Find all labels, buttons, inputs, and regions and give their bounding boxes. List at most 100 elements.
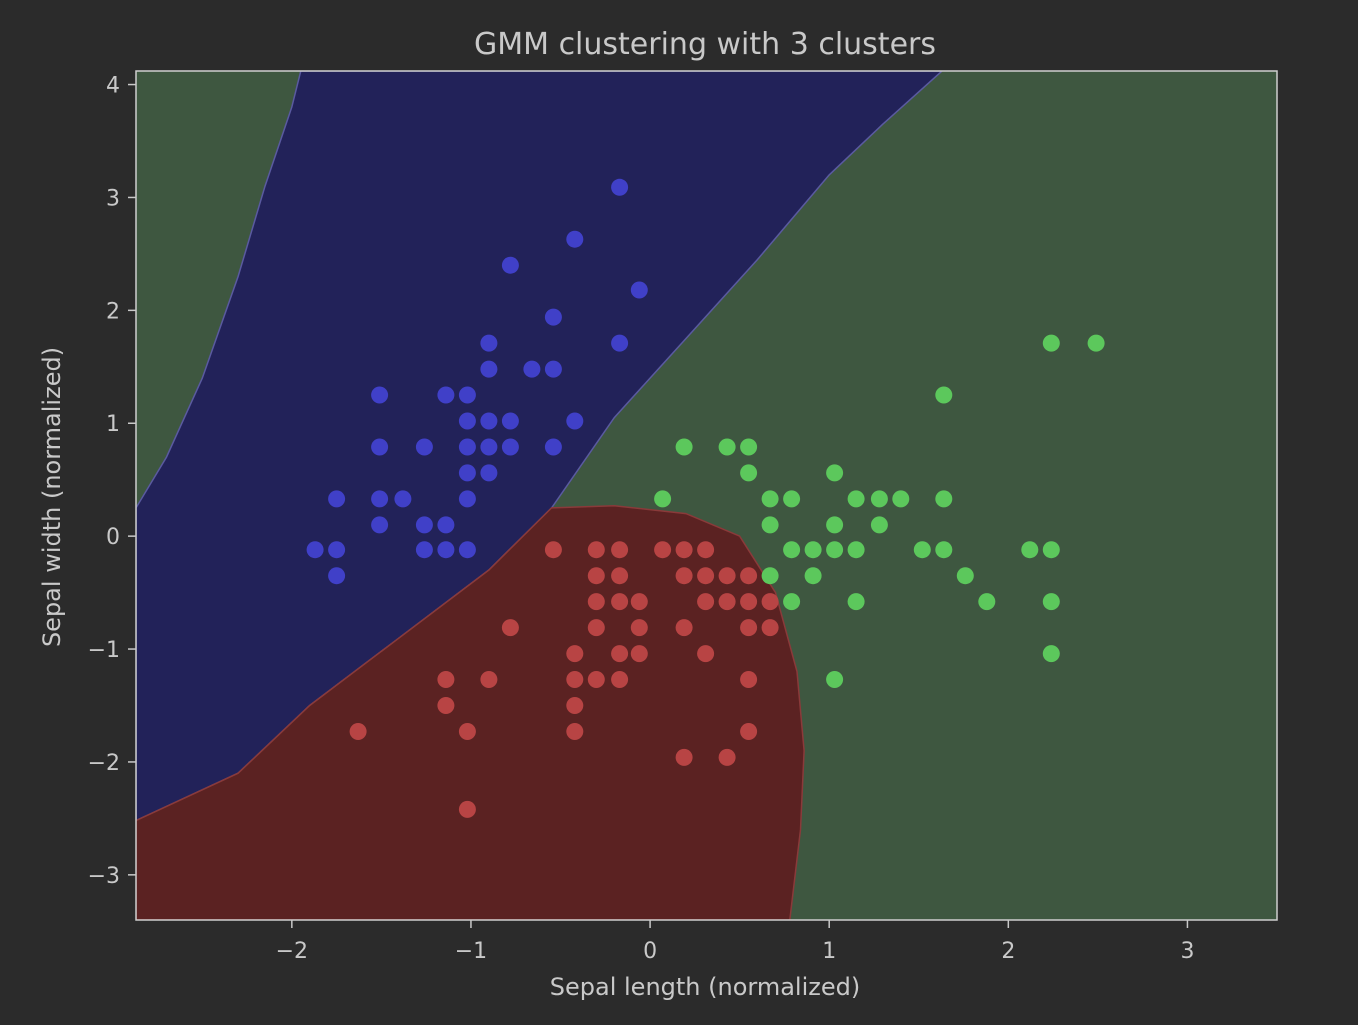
- point-blue: [480, 334, 498, 352]
- point-red: [437, 697, 455, 714]
- y-axis-ticks: −3 −2 −1 0 1 2 3 4: [88, 74, 136, 889]
- y-tick-label: 0: [106, 525, 120, 550]
- point-blue: [611, 334, 629, 352]
- point-blue: [501, 438, 519, 456]
- y-tick-label: −1: [88, 638, 120, 663]
- point-red: [740, 619, 758, 637]
- point-blue: [480, 360, 498, 378]
- point-red: [718, 567, 736, 585]
- point-red: [697, 567, 715, 585]
- x-tick-label: −1: [455, 939, 487, 964]
- y-tick-label: −2: [88, 751, 120, 776]
- point-green: [826, 464, 844, 482]
- point-blue: [523, 360, 541, 378]
- point-red: [675, 541, 693, 559]
- point-red: [501, 619, 519, 637]
- point-red: [740, 567, 758, 585]
- chart-title: GMM clustering with 3 clusters: [474, 27, 936, 62]
- point-blue: [415, 541, 433, 559]
- point-red: [718, 748, 736, 766]
- y-tick-label: 2: [106, 299, 120, 324]
- x-tick-label: 1: [822, 939, 836, 964]
- point-green: [1042, 645, 1060, 663]
- point-blue: [415, 438, 433, 456]
- point-green: [761, 490, 779, 508]
- point-green: [1042, 334, 1060, 352]
- point-green: [1021, 541, 1039, 559]
- point-red: [566, 645, 584, 663]
- point-red: [740, 723, 758, 740]
- x-tick-label: 3: [1180, 939, 1194, 964]
- point-red: [740, 671, 758, 688]
- point-red: [630, 619, 648, 637]
- point-red: [611, 645, 629, 663]
- point-red: [566, 697, 584, 714]
- y-tick-label: 3: [106, 186, 120, 211]
- point-green: [761, 516, 779, 534]
- point-blue: [544, 438, 562, 456]
- y-tick-label: 4: [106, 74, 120, 99]
- point-green: [826, 541, 844, 559]
- y-tick-label: 1: [106, 412, 120, 437]
- point-red: [544, 541, 562, 559]
- decision-regions: [136, 71, 1277, 920]
- point-red: [630, 593, 648, 611]
- point-green: [783, 490, 801, 508]
- point-blue: [480, 438, 498, 456]
- point-red: [740, 593, 758, 611]
- point-red: [654, 541, 672, 559]
- point-green: [783, 593, 801, 611]
- point-blue: [544, 360, 562, 378]
- y-tick-label: −3: [88, 864, 120, 889]
- point-red: [587, 671, 605, 688]
- point-green: [675, 438, 693, 456]
- point-blue: [501, 256, 519, 274]
- point-green: [804, 541, 822, 559]
- y-axis-label: Sepal width (normalized): [38, 347, 66, 647]
- point-green: [1042, 593, 1060, 611]
- point-blue: [501, 412, 519, 430]
- point-blue: [458, 464, 476, 482]
- point-green: [740, 438, 758, 456]
- point-blue: [328, 490, 346, 508]
- point-green: [761, 567, 779, 585]
- point-blue: [630, 281, 648, 299]
- x-axis-label: Sepal length (normalized): [550, 973, 860, 1001]
- point-blue: [394, 490, 412, 508]
- point-red: [611, 593, 629, 611]
- point-red: [566, 671, 584, 688]
- point-blue: [371, 438, 389, 456]
- point-blue: [437, 386, 455, 404]
- point-red: [458, 723, 476, 740]
- point-red: [349, 723, 367, 740]
- point-red: [611, 567, 629, 585]
- point-red: [718, 593, 736, 611]
- point-green: [847, 490, 865, 508]
- point-blue: [371, 516, 389, 534]
- point-blue: [437, 541, 455, 559]
- point-red: [675, 567, 693, 585]
- point-green: [847, 593, 865, 611]
- point-green: [826, 516, 844, 534]
- point-red: [697, 593, 715, 611]
- point-red: [630, 645, 648, 663]
- point-blue: [371, 386, 389, 404]
- x-axis-ticks: −2 −1 0 1 2 3: [276, 920, 1194, 964]
- point-red: [587, 567, 605, 585]
- point-green: [935, 490, 953, 508]
- point-green: [956, 567, 974, 585]
- point-red: [566, 723, 584, 740]
- point-blue: [415, 516, 433, 534]
- point-green: [978, 593, 996, 611]
- point-blue: [458, 490, 476, 508]
- point-blue: [458, 386, 476, 404]
- plot-frame: [135, 70, 1278, 921]
- x-tick-label: 2: [1001, 939, 1015, 964]
- scatter-points: [306, 178, 1105, 818]
- point-red: [697, 645, 715, 663]
- point-blue: [611, 178, 629, 196]
- point-blue: [544, 308, 562, 326]
- point-blue: [566, 412, 584, 430]
- point-red: [437, 671, 455, 688]
